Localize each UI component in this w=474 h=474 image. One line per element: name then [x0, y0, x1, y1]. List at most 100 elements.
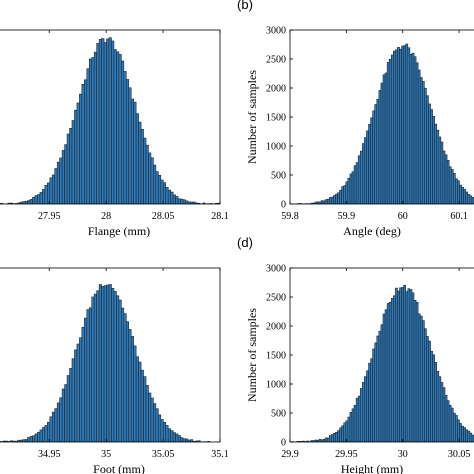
- histogram-bar: [362, 382, 365, 442]
- histogram-bar: [103, 285, 107, 442]
- histogram-bar: [167, 428, 171, 442]
- histogram-bar: [322, 200, 326, 204]
- histogram-bar: [339, 427, 342, 442]
- histogram-bar: [331, 434, 334, 442]
- histogram-bar: [465, 429, 469, 442]
- histogram-bar: [469, 195, 473, 204]
- histogram-bar: [150, 397, 154, 442]
- x-axis-label: Angle (deg): [343, 224, 401, 238]
- histogram-bar: [44, 425, 48, 442]
- histogram-bar: [452, 412, 456, 442]
- histogram-panel-a: 27.95 28 28.05 28.1 Flange (mm): [0, 29, 229, 238]
- histogram-bar: [401, 287, 404, 442]
- x-tick-label: 28.05: [152, 211, 175, 222]
- x-tick-label: 35.1: [211, 449, 229, 460]
- histogram-bar: [71, 358, 75, 442]
- histogram-bar: [421, 81, 425, 204]
- histogram-bar: [335, 431, 338, 442]
- histogram-bar: [185, 438, 189, 442]
- x-tick-label: 28: [101, 211, 111, 222]
- histogram-bar: [177, 198, 181, 204]
- histogram-bar: [444, 395, 448, 442]
- histogram-bar: [355, 162, 359, 204]
- histogram-bar: [118, 54, 122, 204]
- histogram-bar: [182, 438, 186, 442]
- histogram-bar: [322, 438, 326, 442]
- histogram-bar: [61, 150, 65, 204]
- histogram-bar: [405, 291, 409, 442]
- histogram-bar: [29, 199, 33, 204]
- x-tick-label: 60: [398, 211, 408, 222]
- histogram-bar: [436, 370, 440, 442]
- histogram-bar: [91, 296, 95, 442]
- histogram-bar: [426, 95, 429, 204]
- histogram-bar: [405, 43, 409, 204]
- histogram-bar: [372, 348, 376, 442]
- histogram-bar: [66, 375, 70, 442]
- histogram-bar: [353, 404, 357, 442]
- histogram-bar: [372, 110, 376, 204]
- histogram-bar: [51, 411, 56, 442]
- histogram-bar: [452, 172, 456, 204]
- y-tick-label: 0: [281, 200, 286, 211]
- histogram-bar: [113, 49, 117, 204]
- histogram-bar: [66, 133, 70, 204]
- histogram-bar: [32, 435, 36, 442]
- histogram-bar: [320, 200, 324, 204]
- histogram-bar: [27, 200, 31, 204]
- histogram-bar: [88, 307, 93, 442]
- histogram-bar: [27, 437, 31, 442]
- histogram-bar: [349, 412, 353, 442]
- histogram-bar: [382, 313, 386, 442]
- histogram-bar: [130, 98, 134, 204]
- y-axis-label: Number of samples: [245, 308, 259, 402]
- histogram-bar: [461, 186, 464, 204]
- histogram-bars: [291, 285, 474, 442]
- histogram-bar: [74, 349, 78, 442]
- x-axis-label: Foot (mm): [93, 462, 145, 474]
- y-tick-label: 2500: [266, 55, 286, 66]
- histogram-bar: [450, 169, 454, 204]
- histogram-bar: [116, 295, 120, 442]
- histogram-bar: [153, 164, 157, 204]
- histogram-bar: [432, 354, 435, 442]
- histogram-bar: [438, 376, 442, 442]
- histogram-bar: [403, 285, 407, 442]
- histogram-bar: [103, 42, 107, 204]
- histogram-bar: [143, 376, 147, 442]
- histogram-bar: [328, 435, 332, 442]
- histogram-bar: [359, 150, 363, 204]
- histogram-bar: [39, 192, 43, 204]
- histogram-bar: [467, 194, 471, 204]
- histogram-bar: [180, 437, 184, 442]
- histogram-bar: [98, 39, 102, 204]
- histogram-bar: [76, 102, 80, 204]
- histogram-bar: [331, 196, 334, 204]
- histogram-bar: [170, 430, 174, 442]
- histogram-bar: [421, 320, 425, 442]
- histogram-bar: [399, 287, 402, 442]
- histogram-bar: [428, 340, 431, 442]
- histogram-bar: [442, 387, 446, 442]
- histogram-bar: [324, 199, 328, 204]
- histogram-bar: [397, 290, 400, 442]
- histogram-bar: [384, 309, 388, 442]
- y-tick-label: 1000: [266, 380, 286, 391]
- histogram-bar: [93, 51, 97, 204]
- histogram-bar: [130, 336, 134, 442]
- y-tick-label: 2000: [266, 84, 286, 95]
- histogram-bar: [459, 423, 462, 442]
- axes-frame: [0, 267, 221, 443]
- histogram-bar: [76, 343, 80, 442]
- histogram-bar: [96, 43, 100, 204]
- histogram-bar: [386, 303, 390, 442]
- histogram-bar: [32, 196, 36, 204]
- histogram-bar: [378, 330, 382, 442]
- histogram-bar: [442, 150, 446, 204]
- y-tick-label: 3000: [266, 26, 286, 37]
- histogram-bar: [86, 309, 90, 442]
- histogram-bar: [337, 430, 340, 442]
- histogram-panel-d: 29.9 29.95 30 30.05 0 500 1000 1500 2000 2500 3000…: [237, 235, 474, 474]
- histogram-bar: [49, 416, 53, 442]
- histogram-bar: [324, 437, 328, 442]
